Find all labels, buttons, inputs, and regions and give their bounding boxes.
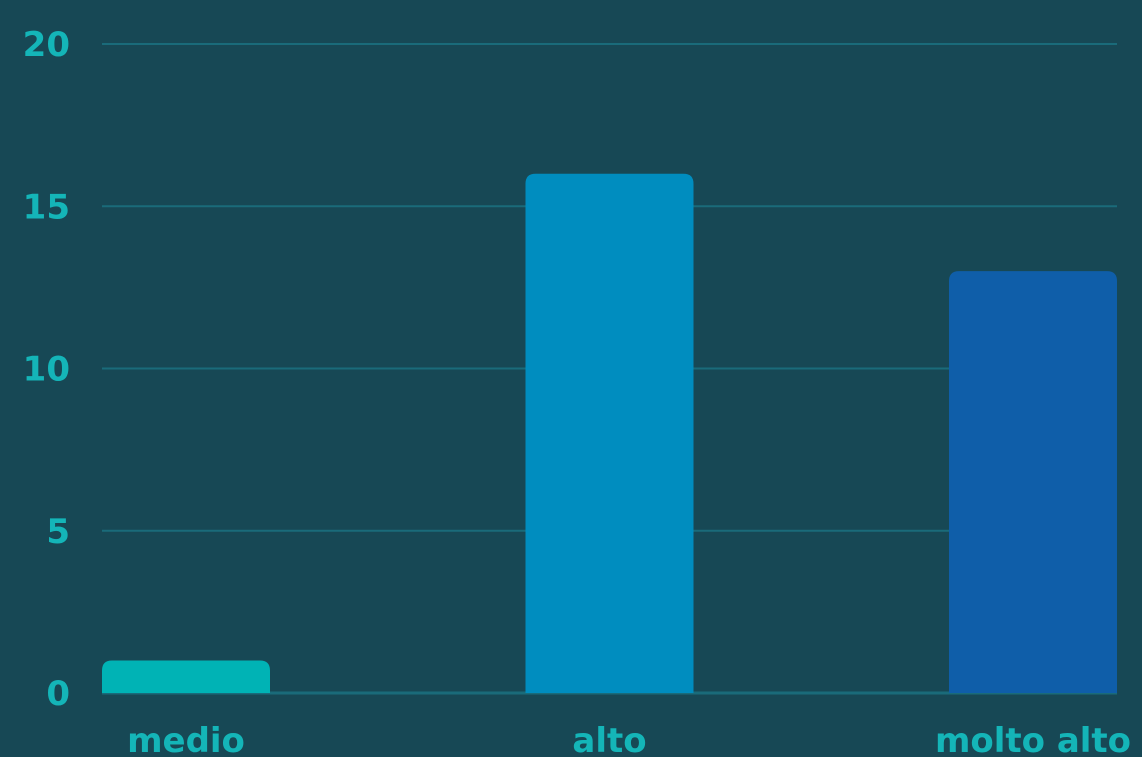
x-axis-labels: medio alto molto alto bbox=[127, 721, 1131, 757]
bar-alto bbox=[525, 173, 694, 694]
y-axis-ticks: 0 5 10 15 20 bbox=[23, 25, 70, 714]
x-category-label-molto-alto: molto alto bbox=[935, 721, 1131, 757]
y-tick-label-15: 15 bbox=[23, 187, 70, 227]
y-tick-label-0: 0 bbox=[46, 674, 70, 714]
x-category-label-alto: alto bbox=[572, 721, 646, 757]
y-tick-label-10: 10 bbox=[23, 350, 70, 390]
y-tick-label-5: 5 bbox=[46, 512, 70, 552]
bar-medio bbox=[102, 660, 270, 693]
y-tick-label-20: 20 bbox=[23, 25, 70, 65]
bars bbox=[102, 173, 1117, 694]
x-category-label-medio: medio bbox=[127, 721, 245, 757]
bar-molto-alto bbox=[949, 271, 1117, 693]
